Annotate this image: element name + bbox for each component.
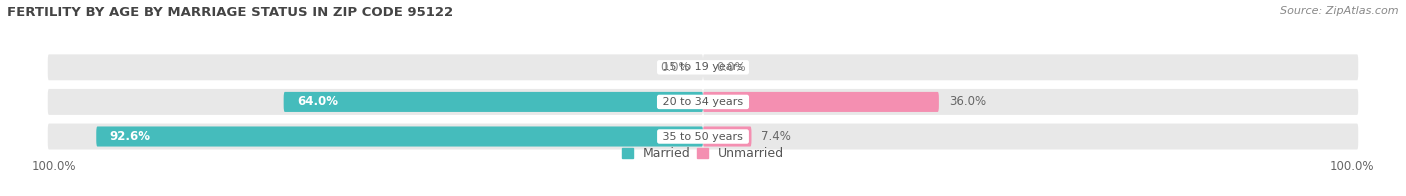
Text: 20 to 34 years: 20 to 34 years [659,97,747,107]
Text: 0.0%: 0.0% [661,61,690,74]
FancyBboxPatch shape [703,89,1358,115]
Text: 35 to 50 years: 35 to 50 years [659,132,747,142]
Text: 36.0%: 36.0% [949,95,986,108]
Text: 15 to 19 years: 15 to 19 years [659,62,747,72]
Text: 0.0%: 0.0% [716,61,745,74]
FancyBboxPatch shape [284,92,703,112]
Text: FERTILITY BY AGE BY MARRIAGE STATUS IN ZIP CODE 95122: FERTILITY BY AGE BY MARRIAGE STATUS IN Z… [7,6,453,19]
FancyBboxPatch shape [703,123,1358,150]
FancyBboxPatch shape [48,54,703,80]
FancyBboxPatch shape [703,126,751,147]
Text: 92.6%: 92.6% [110,130,150,143]
FancyBboxPatch shape [703,54,1358,80]
Text: 64.0%: 64.0% [297,95,337,108]
Text: 7.4%: 7.4% [761,130,792,143]
Text: 100.0%: 100.0% [31,160,76,173]
Text: 100.0%: 100.0% [1330,160,1375,173]
FancyBboxPatch shape [703,92,939,112]
Legend: Married, Unmarried: Married, Unmarried [621,147,785,160]
Text: Source: ZipAtlas.com: Source: ZipAtlas.com [1281,6,1399,16]
FancyBboxPatch shape [48,89,703,115]
FancyBboxPatch shape [96,126,703,147]
FancyBboxPatch shape [48,123,703,150]
